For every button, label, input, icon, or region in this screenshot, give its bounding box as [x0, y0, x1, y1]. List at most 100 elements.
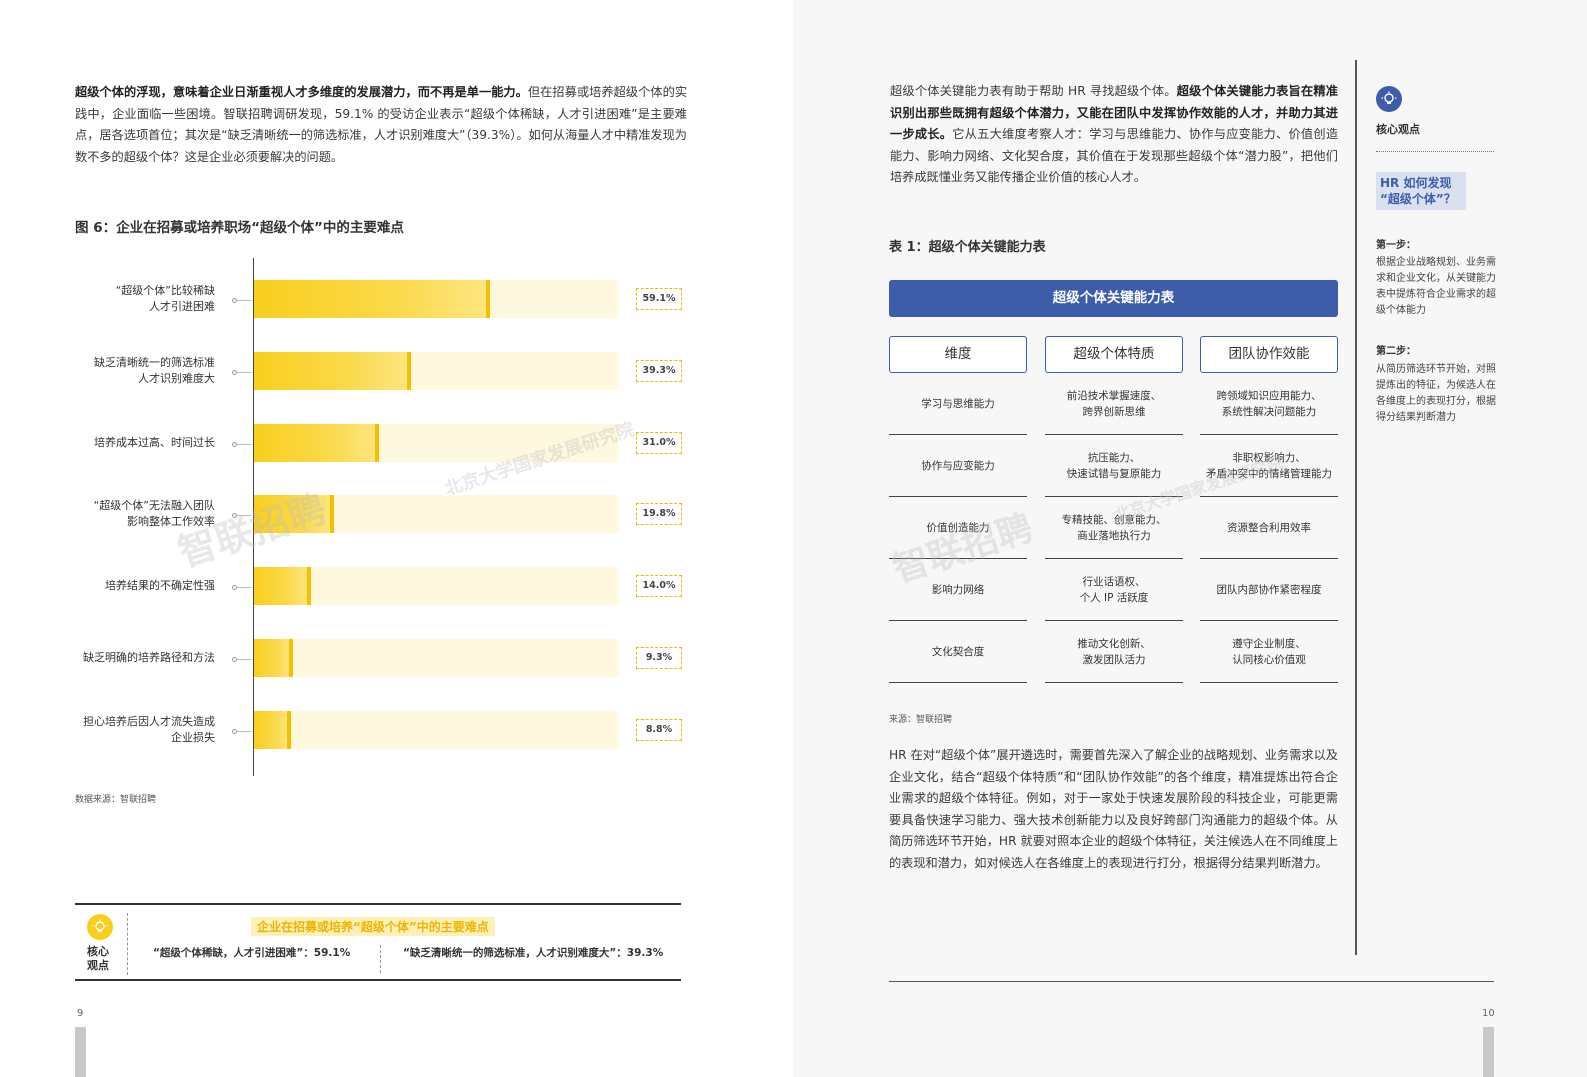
label-connector-dot: [232, 729, 237, 734]
bar-end-marker: [289, 639, 293, 677]
category-label: 培养成本过高、时间过长: [60, 424, 215, 462]
table-header-dimension: 维度: [889, 336, 1027, 373]
bar: [254, 495, 332, 533]
bar: [254, 280, 488, 318]
chart-row: “超级个体”无法融入团队 影响整体工作效率 19.8%: [60, 495, 700, 533]
value-label: 39.3%: [636, 360, 682, 382]
table-cell: 协作与应变能力: [889, 435, 1027, 497]
label-connector-dot: [232, 585, 237, 590]
key-point-title: 企业在招募或培养“超级个体”中的主要难点: [251, 917, 495, 936]
bar-end-marker: [375, 424, 379, 462]
value-label: 14.0%: [636, 575, 682, 597]
category-label: 缺乏明确的培养路径和方法: [60, 639, 215, 677]
table-cell: 行业话语权、 个人 IP 活跃度: [1045, 559, 1183, 621]
value-label: 59.1%: [636, 288, 682, 310]
table-cell: 前沿技术掌握速度、 跨界创新思维: [1045, 373, 1183, 435]
table-cell: 文化契合度: [889, 621, 1027, 683]
sidebar-step1-title: 第一步：: [1376, 240, 1416, 251]
category-label: “超级个体”无法融入团队 影响整体工作效率: [60, 495, 215, 533]
right-body-paragraph: HR 在对“超级个体”展开遴选时，需要首先深入了解企业的战略规划、业务需求以及企…: [889, 748, 1338, 870]
table-cell: 非职权影响力、 矛盾冲突中的情绪管理能力: [1200, 435, 1338, 497]
left-page: [0, 0, 793, 1077]
table-source: 来源：智联招聘: [889, 715, 953, 725]
bar-end-marker: [307, 567, 311, 605]
bar: [254, 639, 291, 677]
category-label-text: “超级个体”无法融入团队 影响整体工作效率: [93, 499, 215, 528]
table-cell: 资源整合利用效率: [1200, 497, 1338, 559]
bar-end-marker: [330, 495, 334, 533]
bar: [254, 567, 309, 605]
sidebar-label: 核心观点: [1376, 123, 1420, 136]
table-cell: 价值创造能力: [889, 497, 1027, 559]
right-intro-paragraph: 超级个体关键能力表有助于帮助 HR 寻找超级个体。超级个体关键能力表旨在精准识别…: [890, 84, 1339, 184]
sidebar-dotted-rule: [1376, 151, 1494, 152]
sidebar-step2-body: 从简历筛选环节开始，对照提炼出的特征，为候选人在各维度上的表现打分，根据得分结果…: [1376, 364, 1496, 423]
table-cell: 推动文化创新、 激发团队活力: [1045, 621, 1183, 683]
chart-row: 培养成本过高、时间过长 31.0%: [60, 424, 700, 462]
label-connector-line: [237, 587, 251, 588]
category-label-text: 缺乏明确的培养路径和方法: [83, 651, 215, 664]
category-label-text: 缺乏清晰统一的筛选标准 人才识别难度大: [94, 356, 215, 385]
category-label: “超级个体”比较稀缺 人才引进困难: [60, 280, 215, 318]
category-label: 缺乏清晰统一的筛选标准 人才识别难度大: [60, 352, 215, 390]
bar-track: [254, 711, 618, 749]
page-edge-mark-right: [1483, 1027, 1494, 1077]
bar: [254, 711, 289, 749]
bar-end-marker: [407, 352, 411, 390]
label-connector-line: [237, 372, 251, 373]
chart-row: 缺乏明确的培养路径和方法 9.3%: [60, 639, 700, 677]
value-label: 31.0%: [636, 432, 682, 454]
bar-chart: “超级个体”比较稀缺 人才引进困难 59.1% 缺乏清晰统一的筛选标准 人才识别难度…: [60, 258, 700, 770]
page-number-left: 9: [77, 1008, 84, 1019]
chart-row: “超级个体”比较稀缺 人才引进困难 59.1%: [60, 280, 700, 318]
chart-row: 缺乏清晰统一的筛选标准 人才识别难度大 39.3%: [60, 352, 700, 390]
table-cell: 遵守企业制度、 认同核心价值观: [1200, 621, 1338, 683]
bar: [254, 352, 409, 390]
key-point-divider: [127, 913, 128, 975]
category-label-text: 担心培养后因人才流失造成 企业损失: [83, 715, 215, 744]
table-cell: 学习与思维能力: [889, 373, 1027, 435]
page-edge-mark-left: [75, 1027, 86, 1077]
sidebar-question: HR 如何发现 “超级个体”？: [1376, 172, 1466, 210]
label-connector-line: [237, 659, 251, 660]
label-connector-line: [237, 444, 251, 445]
table-cell: 抗压能力、 快速试错与复原能力: [1045, 435, 1183, 497]
bar-track: [254, 567, 618, 605]
category-label-text: 培养成本过高、时间过长: [94, 436, 215, 449]
category-label: 培养结果的不确定性强: [60, 567, 215, 605]
key-point-item-2: “缺乏清晰统一的筛选标准，人才识别难度大”：39.3%: [403, 947, 664, 959]
label-connector-dot: [232, 442, 237, 447]
sidebar-divider: [1355, 60, 1357, 955]
sidebar-step2-title: 第二步：: [1376, 346, 1416, 357]
label-connector-line: [237, 515, 251, 516]
label-connector-line: [237, 300, 251, 301]
key-point-item-1: “超级个体稀缺，人才引进困难”：59.1%: [153, 947, 351, 959]
table-cell: 专精技能、创意能力、 商业落地执行力: [1045, 497, 1183, 559]
bar-track: [254, 639, 618, 677]
category-label: 担心培养后因人才流失造成 企业损失: [60, 711, 215, 749]
page-number-right: 10: [1482, 1008, 1495, 1019]
bar-end-marker: [287, 711, 291, 749]
lightbulb-icon: [1376, 86, 1402, 112]
value-label: 9.3%: [636, 647, 682, 669]
table-cell: 团队内部协作紧密程度: [1200, 559, 1338, 621]
chart-source: 数据来源：智联招聘: [75, 795, 157, 805]
value-label: 19.8%: [636, 503, 682, 525]
table-cell: 跨领域知识应用能力、 系统性解决问题能力: [1200, 373, 1338, 435]
key-point-label: 核心 观点: [87, 945, 109, 972]
chart-row: 担心培养后因人才流失造成 企业损失 8.8%: [60, 711, 700, 749]
bar: [254, 424, 377, 462]
label-connector-dot: [232, 370, 237, 375]
table-header-traits: 超级个体特质: [1045, 336, 1183, 373]
category-label-text: 培养结果的不确定性强: [105, 579, 215, 592]
chart-row: 培养结果的不确定性强 14.0%: [60, 567, 700, 605]
bottom-rule: [889, 981, 1494, 982]
table-header-collab: 团队协作效能: [1200, 336, 1338, 373]
label-connector-dot: [232, 513, 237, 518]
table-banner: 超级个体关键能力表: [889, 280, 1338, 317]
chart-axis-line: [253, 258, 254, 776]
key-point-item-divider: [380, 945, 381, 973]
category-label-text: “超级个体”比较稀缺 人才引进困难: [115, 284, 215, 313]
left-intro-paragraph: 超级个体的浮现，意味着企业日渐重视人才多维度的发展潜力，而不再是单一能力。但在招…: [75, 85, 688, 164]
sidebar-step1-body: 根据企业战略规划、业务需求和企业文化，从关键能力表中提炼符合企业需求的超级个体能…: [1376, 257, 1496, 316]
